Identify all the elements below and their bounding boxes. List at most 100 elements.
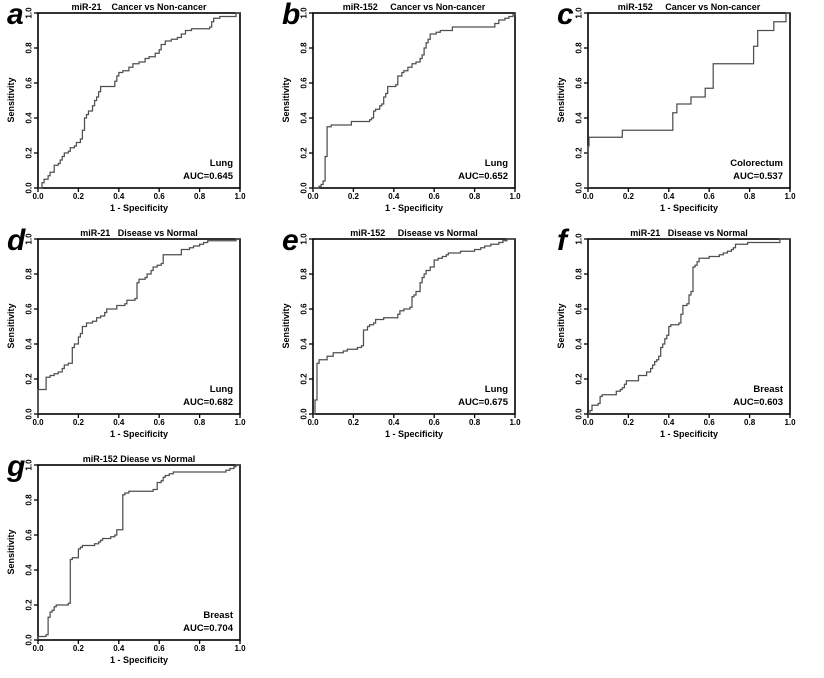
roc-panel-d: d miR-21 Disease vs Normal Sensitivity 1… <box>0 224 274 452</box>
roc-plot-canvas <box>584 12 791 192</box>
x-tick-label: 0.2 <box>72 418 84 427</box>
y-tick-label: 1.0 <box>574 233 584 245</box>
x-tick-label: 0.8 <box>744 192 756 201</box>
y-tick-label: 0.8 <box>24 268 34 280</box>
x-tick-label: 0.0 <box>307 192 319 201</box>
y-tick-label: 1.0 <box>24 459 34 471</box>
y-tick-label: 0.2 <box>574 147 584 159</box>
x-tick-label: 0.4 <box>388 418 400 427</box>
x-tick-label: 1.0 <box>784 418 796 427</box>
y-tick-label: 0.4 <box>24 564 34 576</box>
cancer-site-label: Colorectum <box>730 158 783 169</box>
roc-panel-a: a miR-21 Cancer vs Non-cancer Sensitivit… <box>0 0 274 226</box>
x-tick-label: 1.0 <box>784 192 796 201</box>
y-axis-label: Sensitivity <box>281 77 291 123</box>
y-tick-label: 0.8 <box>299 268 309 280</box>
x-tick-label: 1.0 <box>509 418 521 427</box>
y-tick-label: 0.6 <box>299 303 309 315</box>
auc-value-label: AUC=0.704 <box>183 623 233 634</box>
x-axis-label: 1 - Specificity <box>659 203 719 213</box>
panel-letter: c <box>557 0 574 31</box>
x-axis-label: 1 - Specificity <box>109 655 169 665</box>
x-tick-label: 0.2 <box>622 418 634 427</box>
auc-value-label: AUC=0.537 <box>733 171 783 182</box>
y-tick-label: 0.8 <box>574 42 584 54</box>
x-tick-label: 0.6 <box>703 192 715 201</box>
auc-value-label: AUC=0.652 <box>458 171 508 182</box>
x-tick-label: 0.6 <box>428 418 440 427</box>
y-tick-label: 0.4 <box>24 112 34 124</box>
y-axis-label: Sensitivity <box>6 529 16 575</box>
y-tick-label: 0.4 <box>574 112 584 124</box>
x-tick-label: 0.6 <box>153 644 165 653</box>
cancer-site-label: Lung <box>484 384 508 395</box>
y-tick-label: 0.0 <box>574 182 584 194</box>
auc-value-label: AUC=0.645 <box>183 171 233 182</box>
plot-title: miR-152 Disease vs Normal <box>350 228 478 238</box>
y-tick-label: 0.0 <box>299 182 309 194</box>
y-tick-label: 0.6 <box>299 77 309 89</box>
x-axis-label: 1 - Specificity <box>384 429 444 439</box>
x-tick-label: 0.8 <box>194 644 206 653</box>
y-axis-label: Sensitivity <box>6 303 16 349</box>
plot-title: miR-152 Diease vs Normal <box>82 454 196 464</box>
y-tick-label: 0.0 <box>574 408 584 420</box>
x-axis-label: 1 - Specificity <box>384 203 444 213</box>
y-tick-label: 0.6 <box>24 529 34 541</box>
x-tick-label: 0.8 <box>744 418 756 427</box>
x-tick-label: 0.0 <box>307 418 319 427</box>
roc-panel-e: e miR-152 Disease vs Normal Sensitivity … <box>275 224 549 452</box>
x-tick-label: 0.2 <box>72 644 84 653</box>
cancer-site-label: Breast <box>753 384 783 395</box>
panel-letter: e <box>282 224 299 257</box>
auc-annotation: Breast AUC=0.704 <box>183 609 233 635</box>
y-tick-label: 0.0 <box>24 634 34 646</box>
x-axis-label: 1 - Specificity <box>109 429 169 439</box>
y-axis-label: Sensitivity <box>281 303 291 349</box>
cancer-site-label: Lung <box>209 158 233 169</box>
y-tick-label: 0.4 <box>574 338 584 350</box>
auc-annotation: Breast AUC=0.603 <box>733 383 783 409</box>
roc-panel-c: c miR-152 Cancer vs Non-cancer Sensitivi… <box>550 0 824 226</box>
y-tick-label: 0.0 <box>24 408 34 420</box>
auc-value-label: AUC=0.682 <box>183 397 233 408</box>
roc-plot-canvas <box>34 12 241 192</box>
roc-plot-canvas <box>584 238 791 418</box>
auc-annotation: Lung AUC=0.652 <box>458 157 508 183</box>
y-tick-label: 1.0 <box>24 7 34 19</box>
auc-annotation: Lung AUC=0.645 <box>183 157 233 183</box>
y-tick-label: 0.8 <box>24 494 34 506</box>
y-tick-label: 1.0 <box>24 233 34 245</box>
y-tick-label: 0.4 <box>299 338 309 350</box>
x-tick-label: 0.6 <box>153 192 165 201</box>
x-tick-label: 0.0 <box>582 192 594 201</box>
x-axis-label: 1 - Specificity <box>659 429 719 439</box>
y-tick-label: 0.4 <box>24 338 34 350</box>
x-tick-label: 0.2 <box>347 192 359 201</box>
y-axis-label: Sensitivity <box>556 77 566 123</box>
x-tick-label: 1.0 <box>234 418 246 427</box>
y-tick-label: 0.0 <box>24 182 34 194</box>
roc-plot-canvas <box>309 12 516 192</box>
y-tick-label: 0.8 <box>24 42 34 54</box>
x-tick-label: 0.6 <box>153 418 165 427</box>
auc-annotation: Lung AUC=0.682 <box>183 383 233 409</box>
y-tick-label: 0.2 <box>299 147 309 159</box>
plot-title: miR-21 Disease vs Normal <box>630 228 748 238</box>
x-tick-label: 1.0 <box>234 192 246 201</box>
y-tick-label: 0.6 <box>24 77 34 89</box>
plot-title: miR-152 Cancer vs Non-cancer <box>617 2 761 12</box>
x-tick-label: 0.0 <box>32 418 44 427</box>
x-tick-label: 0.2 <box>622 192 634 201</box>
plot-title: miR-152 Cancer vs Non-cancer <box>342 2 486 12</box>
roc-plot-canvas <box>34 464 241 644</box>
y-tick-label: 1.0 <box>574 7 584 19</box>
y-tick-label: 0.0 <box>299 408 309 420</box>
y-tick-label: 0.8 <box>299 42 309 54</box>
panel-letter: d <box>7 224 26 257</box>
x-tick-label: 0.4 <box>663 418 675 427</box>
y-tick-label: 1.0 <box>299 233 309 245</box>
x-tick-label: 0.0 <box>32 192 44 201</box>
auc-value-label: AUC=0.603 <box>733 397 783 408</box>
auc-value-label: AUC=0.675 <box>458 397 508 408</box>
